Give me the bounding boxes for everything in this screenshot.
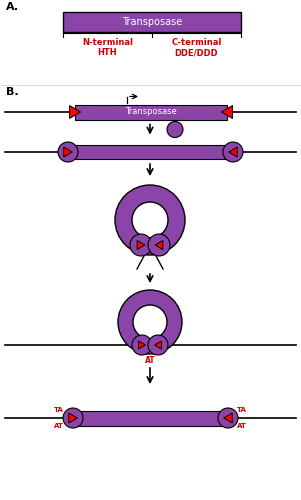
Polygon shape: [70, 106, 81, 118]
Text: AT: AT: [237, 423, 247, 429]
Polygon shape: [138, 341, 145, 349]
Circle shape: [132, 335, 152, 355]
Text: Transposase: Transposase: [125, 108, 177, 116]
Text: TA: TA: [237, 407, 247, 413]
Circle shape: [63, 408, 83, 428]
Circle shape: [118, 290, 182, 354]
Polygon shape: [155, 240, 163, 250]
Polygon shape: [64, 147, 72, 157]
Circle shape: [218, 408, 238, 428]
Circle shape: [115, 185, 185, 255]
Circle shape: [130, 234, 152, 256]
Polygon shape: [137, 240, 145, 250]
Text: N-terminal
HTH: N-terminal HTH: [82, 38, 133, 58]
Text: C-terminal
DDE/DDD: C-terminal DDE/DDD: [171, 38, 222, 58]
Circle shape: [58, 142, 78, 162]
Polygon shape: [69, 413, 77, 423]
Text: Transposase: Transposase: [122, 17, 182, 27]
Polygon shape: [222, 106, 233, 118]
Text: TA: TA: [54, 407, 64, 413]
Polygon shape: [224, 413, 232, 423]
Circle shape: [132, 202, 168, 238]
Circle shape: [223, 142, 243, 162]
FancyBboxPatch shape: [73, 410, 228, 426]
Polygon shape: [229, 147, 237, 157]
Text: AT: AT: [145, 356, 155, 365]
Text: AT: AT: [54, 423, 64, 429]
Polygon shape: [155, 341, 161, 349]
FancyBboxPatch shape: [75, 104, 227, 120]
Circle shape: [148, 335, 168, 355]
Text: B.: B.: [6, 87, 19, 97]
Text: A.: A.: [6, 2, 19, 12]
Circle shape: [133, 305, 167, 339]
FancyBboxPatch shape: [68, 145, 233, 159]
FancyBboxPatch shape: [63, 12, 241, 32]
Circle shape: [148, 234, 170, 256]
Circle shape: [167, 122, 183, 138]
